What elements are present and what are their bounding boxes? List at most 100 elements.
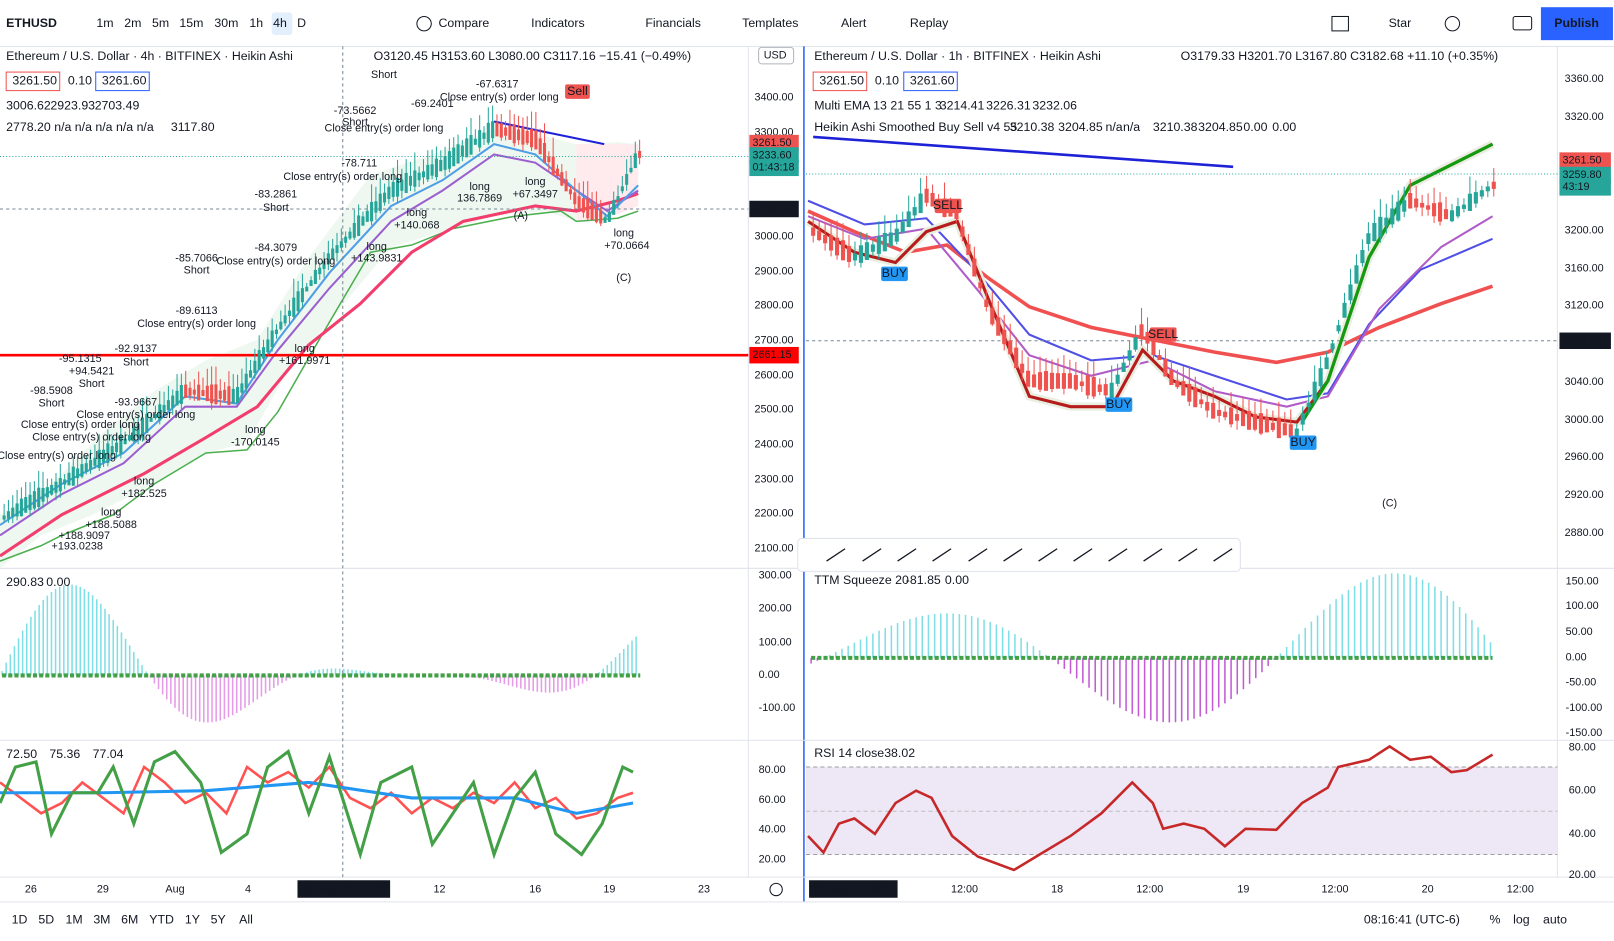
ema-fast <box>0 143 639 526</box>
strategy-annotation: -78.711 <box>341 158 377 170</box>
interval[interactable]: 2m <box>124 16 141 30</box>
compare-button[interactable]: Compare <box>438 16 489 30</box>
candle-body <box>1473 192 1478 204</box>
replay-button[interactable]: Replay <box>910 16 949 30</box>
publish-button[interactable] <box>1540 7 1613 41</box>
symbol[interactable]: ETHUSD <box>6 16 57 30</box>
price-axis-label: 2880.00 <box>1565 527 1604 539</box>
candle-body <box>421 171 426 178</box>
candle-body <box>1264 417 1269 433</box>
strategy-annotation: -69.2401 <box>411 98 454 110</box>
candle-body <box>465 138 469 158</box>
strategy-annotation: Short <box>39 397 65 409</box>
candle-body <box>1318 368 1323 387</box>
tool-icon[interactable] <box>1038 548 1058 562</box>
candle-body <box>1211 402 1216 419</box>
price-tag: 3233.60 <box>752 149 791 161</box>
candle-body <box>858 245 863 263</box>
candle-body <box>261 347 266 359</box>
candle-body <box>1378 216 1383 237</box>
range-button[interactable]: 6M <box>121 913 138 927</box>
candle-body <box>1205 401 1210 411</box>
financials-button[interactable]: Financials <box>645 16 701 30</box>
settings-icon[interactable] <box>1444 15 1461 32</box>
log-toggle[interactable]: log <box>1513 913 1530 927</box>
ask-box <box>903 71 958 92</box>
range-button[interactable]: 5D <box>38 913 54 927</box>
candle-body <box>1193 387 1198 408</box>
smoothed-line-up <box>1300 142 1494 423</box>
signal-label: SELL <box>933 198 963 212</box>
candle-body <box>1073 375 1078 390</box>
tool-icon[interactable] <box>1178 548 1198 562</box>
candle-body <box>240 383 244 393</box>
interval[interactable]: 1h <box>249 16 263 30</box>
compare-icon[interactable] <box>416 15 432 32</box>
templates-button[interactable]: Templates <box>742 16 798 30</box>
candle-body <box>378 193 382 211</box>
tool-icon[interactable] <box>1108 548 1128 562</box>
strategy-annotation: +70.0664 <box>604 240 649 252</box>
candle-body <box>326 253 330 265</box>
candle-body <box>960 226 965 237</box>
tool-icon[interactable] <box>968 548 988 562</box>
alert-button[interactable]: Alert <box>841 16 867 30</box>
candle-body <box>1163 358 1168 377</box>
interval[interactable]: 30m <box>214 16 238 30</box>
tool-icon[interactable] <box>897 548 917 562</box>
candle-body <box>1467 193 1472 211</box>
candle-body <box>309 280 313 286</box>
publish-label[interactable]: Publish <box>1554 16 1599 30</box>
price-tag: 3261.50 <box>1563 154 1602 166</box>
ttm-axis-label: -150.00 <box>1566 727 1603 739</box>
camera-icon[interactable] <box>1512 15 1533 31</box>
tool-icon[interactable] <box>1143 548 1163 562</box>
candle-body <box>478 130 482 148</box>
candle-body <box>257 350 261 370</box>
candle-body <box>1366 233 1371 245</box>
candle-body <box>1067 373 1072 389</box>
star-button[interactable]: Star <box>1389 16 1412 30</box>
candle-body <box>287 310 291 316</box>
tool-icon[interactable] <box>1073 548 1093 562</box>
tool-icon[interactable] <box>1213 548 1233 562</box>
price-tag: 3259.80 <box>1563 169 1602 181</box>
layout-icon[interactable] <box>1331 15 1349 32</box>
tool-icon[interactable] <box>826 548 846 562</box>
drawing-toolbar[interactable] <box>797 537 1241 572</box>
range-button[interactable]: 1D <box>12 913 28 927</box>
candle-body <box>361 216 365 226</box>
candle-body <box>460 145 464 157</box>
tool-icon[interactable] <box>932 548 952 562</box>
range-button[interactable]: All <box>239 913 253 927</box>
strategy-annotation: Short <box>263 202 289 214</box>
range-button[interactable]: 1M <box>66 913 83 927</box>
range-button[interactable]: 5Y <box>211 913 226 927</box>
candle-body <box>473 138 477 145</box>
strategy-annotation: Close entry(s) order long <box>283 171 402 183</box>
interval[interactable]: 1m <box>96 16 113 30</box>
range-button[interactable]: YTD <box>149 913 174 927</box>
strategy-annotation: Short <box>342 116 368 128</box>
range-button[interactable]: 1Y <box>185 913 200 927</box>
ema-value: 3214.41 <box>940 98 985 112</box>
rsi-axis-label: 80.00 <box>1569 741 1596 753</box>
price-axis-label: 3040.00 <box>1565 376 1604 388</box>
interval[interactable]: 5m <box>152 16 169 30</box>
interval[interactable]: D <box>297 16 306 30</box>
interval[interactable]: 15m <box>179 16 203 30</box>
percent-toggle[interactable]: % <box>1489 913 1500 927</box>
price-tag-bg <box>1559 332 1611 350</box>
candle-body <box>339 241 343 248</box>
interval[interactable]: 4h <box>273 16 287 30</box>
settings-icon[interactable] <box>769 882 783 897</box>
price-axis-label: 2100.00 <box>755 543 794 555</box>
strategy-annotation: Close entry(s) order long <box>76 409 195 421</box>
range-button[interactable]: 3M <box>93 913 110 927</box>
tool-icon[interactable] <box>1003 548 1023 562</box>
auto-toggle[interactable]: auto <box>1543 913 1567 927</box>
tool-icon[interactable] <box>862 548 882 562</box>
strategy-annotation: +143.9831 <box>351 252 402 264</box>
indicators-button[interactable]: Indicators <box>531 16 585 30</box>
